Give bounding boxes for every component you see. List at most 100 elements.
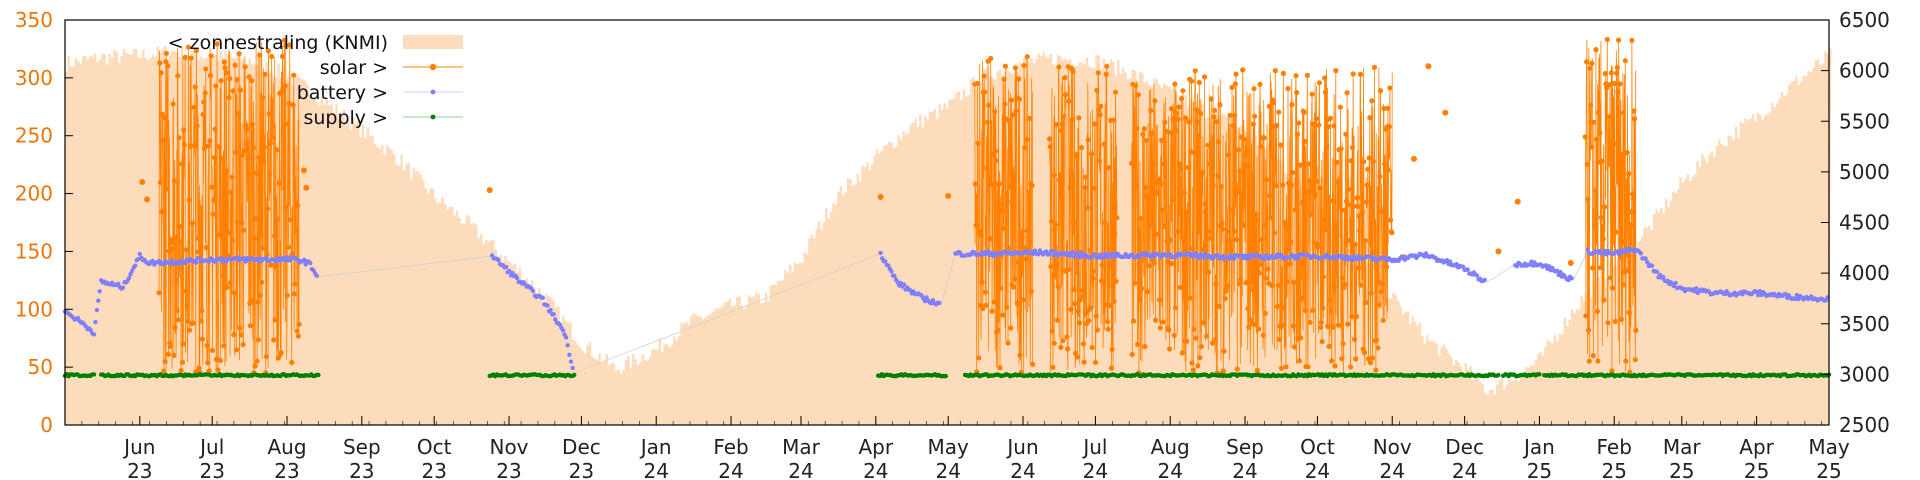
solar-point (877, 194, 884, 201)
solar-segment-0 (156, 37, 302, 376)
battery-series-layer (62, 246, 1830, 371)
solar-point (1567, 260, 1574, 266)
x-tick-year: 24 (1232, 459, 1257, 480)
solar-line (1131, 79, 1193, 373)
battery-point (1649, 263, 1655, 268)
x-tick-month: Oct (417, 435, 452, 459)
battery-point (540, 295, 545, 300)
x-tick-month: Oct (1300, 435, 1335, 459)
battery-point (898, 280, 903, 286)
legend-label: solar > (320, 57, 388, 79)
supply-series-layer (62, 372, 1832, 379)
battery-point (1645, 260, 1650, 265)
right-tick-label: 4500 (1839, 211, 1890, 235)
battery-point (1602, 248, 1608, 254)
battery-point (937, 300, 942, 306)
battery-point (1215, 253, 1221, 258)
left-tick-label: 250 (15, 124, 53, 148)
solar-segment-6 (1582, 36, 1639, 375)
battery-point (126, 275, 132, 281)
battery-point (504, 264, 509, 270)
battery-connector (1572, 251, 1589, 281)
right-tick-label: 5000 (1839, 160, 1890, 184)
left-tick-label: 350 (15, 8, 53, 32)
battery-point (120, 285, 126, 290)
battery-point (986, 249, 991, 254)
battery-connector (940, 253, 956, 305)
battery-point (1196, 255, 1202, 261)
x-tick-month: Nov (1373, 435, 1412, 459)
solar-point (303, 184, 310, 191)
x-tick-year: 23 (349, 459, 374, 480)
battery-point (1072, 254, 1078, 260)
x-tick-year: 23 (569, 459, 594, 480)
solar-line (1326, 67, 1393, 372)
x-tick-month: Jan (639, 435, 672, 459)
solar-line (1191, 68, 1328, 373)
solar-point (486, 187, 493, 194)
battery-point (1793, 296, 1798, 301)
supply-point (1537, 372, 1542, 377)
right-tick-label: 3000 (1839, 362, 1890, 386)
battery-point (128, 272, 133, 277)
battery-point (243, 259, 248, 264)
battery-point (1643, 256, 1648, 261)
battery-point (1474, 273, 1480, 278)
battery-point (182, 260, 188, 266)
battery-point (169, 258, 175, 263)
x-tick-month: May (928, 435, 970, 459)
legend-swatch-point (430, 114, 436, 120)
battery-point (1454, 262, 1459, 267)
solar-point (1442, 109, 1449, 116)
supply-point (316, 372, 321, 378)
right-tick-label: 5500 (1839, 109, 1890, 133)
x-tick-month: Nov (489, 435, 528, 459)
left-tick-label: 150 (15, 239, 53, 263)
x-tick-month: Mar (782, 435, 821, 459)
battery-point (545, 303, 550, 308)
x-tick-year: 23 (496, 459, 521, 480)
battery-point (567, 352, 572, 357)
solar-line (974, 54, 1034, 373)
right-tick-label: 6500 (1839, 8, 1890, 32)
solar-point (144, 196, 151, 203)
battery-point (193, 260, 199, 265)
right-tick-label: 6000 (1839, 59, 1890, 83)
axes: 0 50 100 150 200 250 300 350 2500 3000 3500 4000 450… (15, 8, 1890, 480)
battery-point (97, 289, 102, 294)
battery-point (563, 335, 569, 340)
left-tick-label: 300 (15, 66, 53, 90)
x-tick-month: Dec (562, 435, 601, 459)
solar-point (1410, 155, 1417, 162)
right-tick-label: 3500 (1839, 312, 1890, 336)
supply-point (91, 372, 97, 377)
legend-swatch-point (429, 63, 437, 71)
battery-point (1482, 277, 1488, 283)
battery-point (1465, 267, 1470, 272)
battery-point (133, 263, 138, 268)
solar-line (1584, 39, 1637, 373)
x-tick-month: Apr (1739, 435, 1774, 459)
solar-point (1514, 198, 1521, 205)
right-tick-label: 2500 (1839, 413, 1890, 437)
battery-connector (1486, 263, 1516, 284)
battery-point (530, 288, 536, 294)
battery-point (1098, 252, 1103, 257)
x-tick-month: Feb (713, 435, 748, 459)
left-tick-label: 50 (28, 355, 53, 379)
solar-series-layer (139, 36, 1639, 376)
x-tick-month: Dec (1445, 435, 1484, 459)
x-tick-month: May (1808, 435, 1850, 459)
battery-gap-connectors (318, 251, 1589, 374)
left-tick-label: 200 (15, 182, 53, 206)
x-tick-year: 23 (127, 459, 152, 480)
x-tick-month: Jan (1522, 435, 1555, 459)
x-tick-month: Apr (859, 435, 894, 459)
x-tick-year: 24 (1157, 459, 1182, 480)
x-tick-year: 24 (1305, 459, 1330, 480)
battery-point (1756, 293, 1761, 298)
x-tick-year: 24 (1452, 459, 1477, 480)
battery-point (901, 282, 907, 287)
solar-point (139, 179, 146, 185)
